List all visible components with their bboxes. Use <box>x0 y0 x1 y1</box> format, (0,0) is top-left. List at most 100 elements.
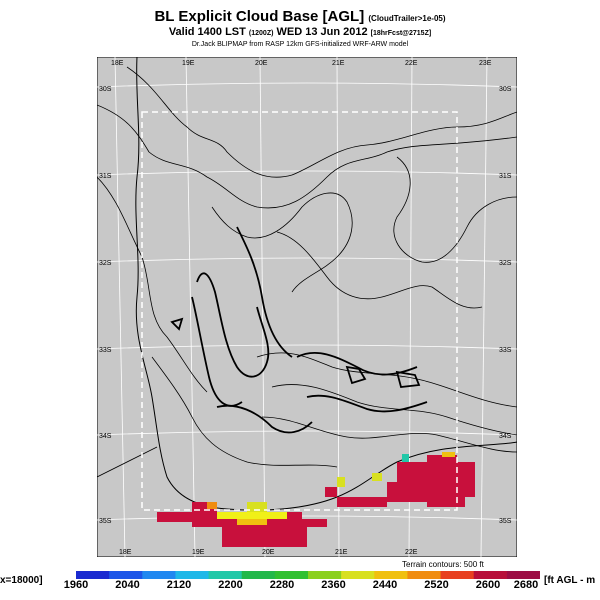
ridge-line <box>216 404 313 434</box>
valid-time: Valid 1400 LST (1200Z) WED 13 Jun 2012 [… <box>0 26 600 38</box>
lat-label: 30S <box>499 86 512 93</box>
lon-label: 20E <box>262 549 275 556</box>
colorbar-swatch <box>274 571 309 579</box>
contour-line <box>261 416 517 453</box>
parallel-35s <box>97 515 517 521</box>
lat-label: 35S <box>99 518 112 525</box>
lon-label: 20E <box>255 60 268 67</box>
colorbar-swatch <box>407 571 442 579</box>
orange-cloudbase-area <box>207 502 217 509</box>
lon-label: 21E <box>332 60 345 67</box>
parallel-30s <box>97 82 517 88</box>
forecast-date: WED 13 Jun 2012 <box>276 26 368 38</box>
contour-line <box>97 104 517 209</box>
lon-labels-top: 18E 19E 20E 21E 22E 23E <box>111 60 492 67</box>
ridge-line <box>196 272 270 378</box>
lon-labels-bottom: 18E 19E 20E 21E 22E <box>119 549 418 556</box>
lon-label: 22E <box>405 549 418 556</box>
contour-line <box>393 156 517 263</box>
colorbar-swatch <box>440 571 475 579</box>
graticule <box>97 57 517 557</box>
colorbar-tick: 2360 <box>321 579 346 591</box>
colorbar-swatch <box>76 571 110 579</box>
meridian-18e <box>114 57 126 557</box>
contour-line <box>97 176 208 393</box>
colorbar-swatch <box>374 571 408 579</box>
colorbar-tick: 2120 <box>166 579 192 591</box>
teal-cloudbase-area <box>402 454 409 462</box>
contour-line <box>151 356 338 468</box>
colorbar <box>76 571 540 579</box>
parallel-32s <box>97 257 517 263</box>
lat-label: 31S <box>499 173 512 180</box>
lat-label: 32S <box>499 260 512 267</box>
colorbar-tick: 2680 <box>513 579 539 591</box>
colorbar-swatch <box>142 571 176 579</box>
lon-label: 18E <box>119 549 132 556</box>
domain-boundary <box>141 111 458 511</box>
orange-cloudbase-area <box>442 452 455 457</box>
forecast-map: 18E 19E 20E 21E 22E 23E 18E 19E 20E 21E … <box>97 57 517 557</box>
colorbar-tick: 2040 <box>115 579 140 591</box>
colorbar-tick: 2520 <box>424 579 449 591</box>
title-text: BL Explicit Cloud Base [AGL] <box>154 8 365 25</box>
lat-label: 32S <box>99 260 112 267</box>
yellow-cloudbase-area <box>337 477 345 487</box>
lon-label: 21E <box>335 549 348 556</box>
coastline <box>135 57 517 511</box>
colorbar-tick: 2200 <box>218 579 243 591</box>
valid-code: (1200Z) <box>248 30 274 37</box>
title-tag: (CloudTrailer>1e-05) <box>368 14 446 23</box>
colorbar-tick: 2280 <box>269 579 295 591</box>
lat-label: 34S <box>499 433 512 440</box>
colorbar-swatch <box>208 571 243 579</box>
terrain-note: Terrain contours: 500 ft <box>402 560 484 569</box>
meridian-21e <box>336 57 340 557</box>
colorbar-swatch <box>109 571 143 579</box>
parallel-34s <box>97 430 517 436</box>
ridge-line <box>170 317 184 331</box>
max-value-label: x=18000] <box>0 575 43 586</box>
colorbar-swatch <box>341 571 375 579</box>
lat-labels-right: 30S 31S 32S 33S 34S 35S <box>499 86 512 525</box>
contour-line <box>271 384 517 436</box>
colorbar-swatch <box>308 571 342 579</box>
ridge-line <box>236 226 293 358</box>
model-credit: Dr.Jack BLIPMAP from RASP 12km GFS-initi… <box>191 41 409 48</box>
yellow-cloudbase-area <box>217 512 287 519</box>
colorbar-tick: 2600 <box>475 579 501 591</box>
colorbar-swatch <box>473 571 508 579</box>
colorbar-swatch <box>506 571 540 579</box>
cloudbase-shading <box>157 452 475 547</box>
colorbar-tick-labels: 1960 2040 2120 2200 2280 2360 2440 2520 … <box>64 579 540 593</box>
lon-label: 22E <box>405 60 418 67</box>
contour-line <box>126 66 517 178</box>
high-cloudbase-area <box>337 455 475 507</box>
colorbar-swatch <box>241 571 276 579</box>
map-title: BL Explicit Cloud Base [AGL] (CloudTrail… <box>0 8 600 25</box>
lat-label: 34S <box>99 433 112 440</box>
valid-label: Valid 1400 LST <box>168 26 246 38</box>
lon-label: 19E <box>192 549 205 556</box>
colorbar-tick: 1960 <box>63 579 89 591</box>
colorbar-tick: 2440 <box>372 579 398 591</box>
ridge-contours <box>170 226 428 434</box>
colorbar-swatch <box>175 571 210 579</box>
parallel-33s <box>97 344 517 350</box>
yellow-cloudbase-area <box>372 473 382 481</box>
lon-label: 23E <box>479 60 492 67</box>
run-code: [18hrFcst@2715Z] <box>370 30 432 37</box>
lon-label: 18E <box>111 60 124 67</box>
lat-label: 33S <box>99 347 112 354</box>
contour-line <box>276 231 483 309</box>
high-cloudbase-area <box>325 487 337 497</box>
yellow-cloudbase-area <box>247 502 267 512</box>
lat-labels-left: 30S 31S 32S 33S 34S 35S <box>99 86 112 525</box>
parallel-31s <box>97 170 517 176</box>
units-label: [ft AGL - m <box>544 575 596 586</box>
lat-label: 30S <box>99 86 112 93</box>
lon-label: 19E <box>182 60 195 67</box>
meridian-19e <box>185 57 196 557</box>
lat-label: 33S <box>499 347 512 354</box>
lat-label: 31S <box>99 173 112 180</box>
